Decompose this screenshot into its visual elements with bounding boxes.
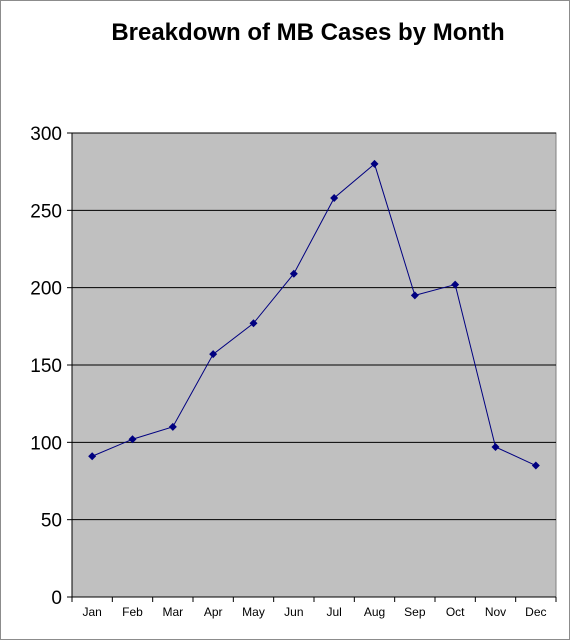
data-point xyxy=(330,193,339,202)
x-tick-label: Nov xyxy=(485,605,506,619)
x-tick-label: Jun xyxy=(284,605,303,619)
y-tick-label: 300 xyxy=(30,124,62,145)
x-tick-label: Jan xyxy=(82,605,101,619)
data-series xyxy=(88,159,540,470)
data-point xyxy=(88,452,97,461)
y-tick-label: 0 xyxy=(51,588,62,609)
y-tick-label: 100 xyxy=(30,433,62,454)
data-point xyxy=(370,159,379,168)
y-tick-label: 250 xyxy=(30,201,62,222)
x-tick-label: Aug xyxy=(364,605,385,619)
data-point xyxy=(249,319,258,328)
gridlines xyxy=(72,132,556,521)
x-tick-label: Feb xyxy=(122,605,143,619)
x-tick-label: Sep xyxy=(404,605,426,619)
data-point xyxy=(289,269,298,278)
x-tick-label: Dec xyxy=(525,605,546,619)
y-axis: 0 50 100 150 200 250 300 xyxy=(30,124,73,609)
series-line xyxy=(91,163,537,466)
y-tick-label: 50 xyxy=(41,511,62,532)
data-point xyxy=(451,280,460,289)
x-axis: Jan Feb Mar Apr May Jun Jul Aug Sep Oct Nov Dec xyxy=(71,596,557,619)
data-point xyxy=(168,422,177,431)
data-point xyxy=(491,442,500,451)
x-tick-label: Oct xyxy=(446,605,465,619)
data-point xyxy=(410,291,419,300)
x-tick-label: Apr xyxy=(204,605,223,619)
x-tick-label: Jul xyxy=(326,605,341,619)
data-point xyxy=(531,461,540,470)
data-point xyxy=(128,435,137,444)
y-tick-label: 200 xyxy=(30,279,62,300)
x-tick-label: May xyxy=(242,605,265,619)
y-tick-label: 150 xyxy=(30,356,62,377)
x-tick-label: Mar xyxy=(162,605,183,619)
chart-title: Breakdown of MB Cases by Month xyxy=(111,19,505,46)
data-point xyxy=(209,350,218,359)
